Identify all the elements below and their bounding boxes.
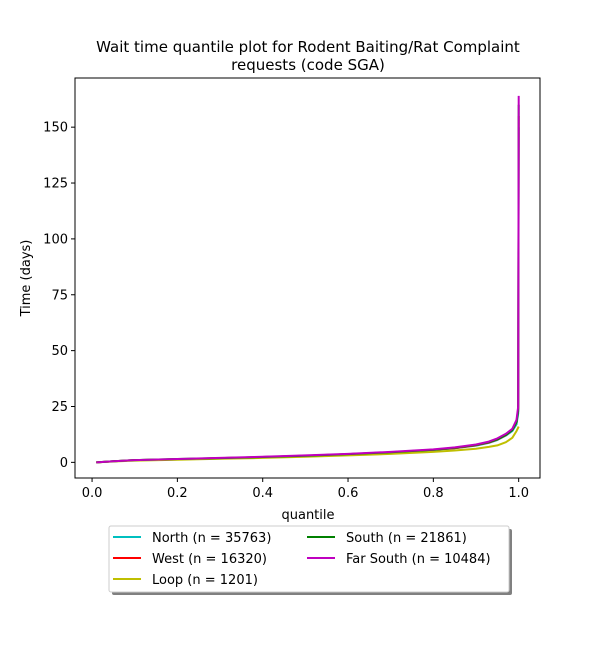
legend-label: Far South (n = 10484) [346, 552, 491, 567]
y-tick-label: 25 [51, 400, 68, 415]
y-tick-label: 150 [43, 121, 68, 136]
y-tick-label: 100 [43, 232, 68, 247]
x-axis-ticks: 0.0 0.2 0.4 0.6 0.8 1.0 [82, 478, 529, 501]
plot-frame [74, 77, 541, 479]
x-axis-label: quantile [281, 508, 334, 523]
plot-lines [96, 95, 520, 464]
series-line-2 [96, 426, 520, 464]
legend-label: South (n = 21861) [346, 531, 467, 546]
x-tick-label: 0.6 [338, 486, 359, 501]
legend: North (n = 35763) South (n = 21861) West (… [108, 525, 512, 595]
x-tick-label: 0.0 [82, 486, 103, 501]
series-line-0 [96, 127, 520, 464]
y-tick-label: 0 [60, 456, 68, 471]
series-line-4 [96, 95, 520, 464]
x-tick-label: 0.8 [423, 486, 444, 501]
legend-label: North (n = 35763) [152, 531, 271, 546]
y-tick-label: 75 [51, 288, 68, 303]
chart-title-line2: requests (code SGA) [231, 56, 385, 74]
legend-label: West (n = 16320) [152, 552, 267, 567]
x-tick-label: 0.2 [167, 486, 188, 501]
x-tick-label: 1.0 [508, 486, 529, 501]
chart-title-line1: Wait time quantile plot for Rodent Baiti… [96, 38, 520, 56]
y-tick-label: 50 [51, 344, 68, 359]
legend-entries: North (n = 35763) South (n = 21861) West (… [113, 531, 491, 588]
y-axis-ticks: 0 25 50 75 100 125 150 [43, 121, 75, 471]
series-line-3 [96, 104, 520, 464]
y-axis-label: Time (days) [19, 240, 34, 318]
series-line-1 [96, 115, 520, 464]
legend-label: Loop (n = 1201) [152, 573, 258, 588]
x-tick-label: 0.4 [252, 486, 273, 501]
y-tick-label: 125 [43, 177, 68, 192]
